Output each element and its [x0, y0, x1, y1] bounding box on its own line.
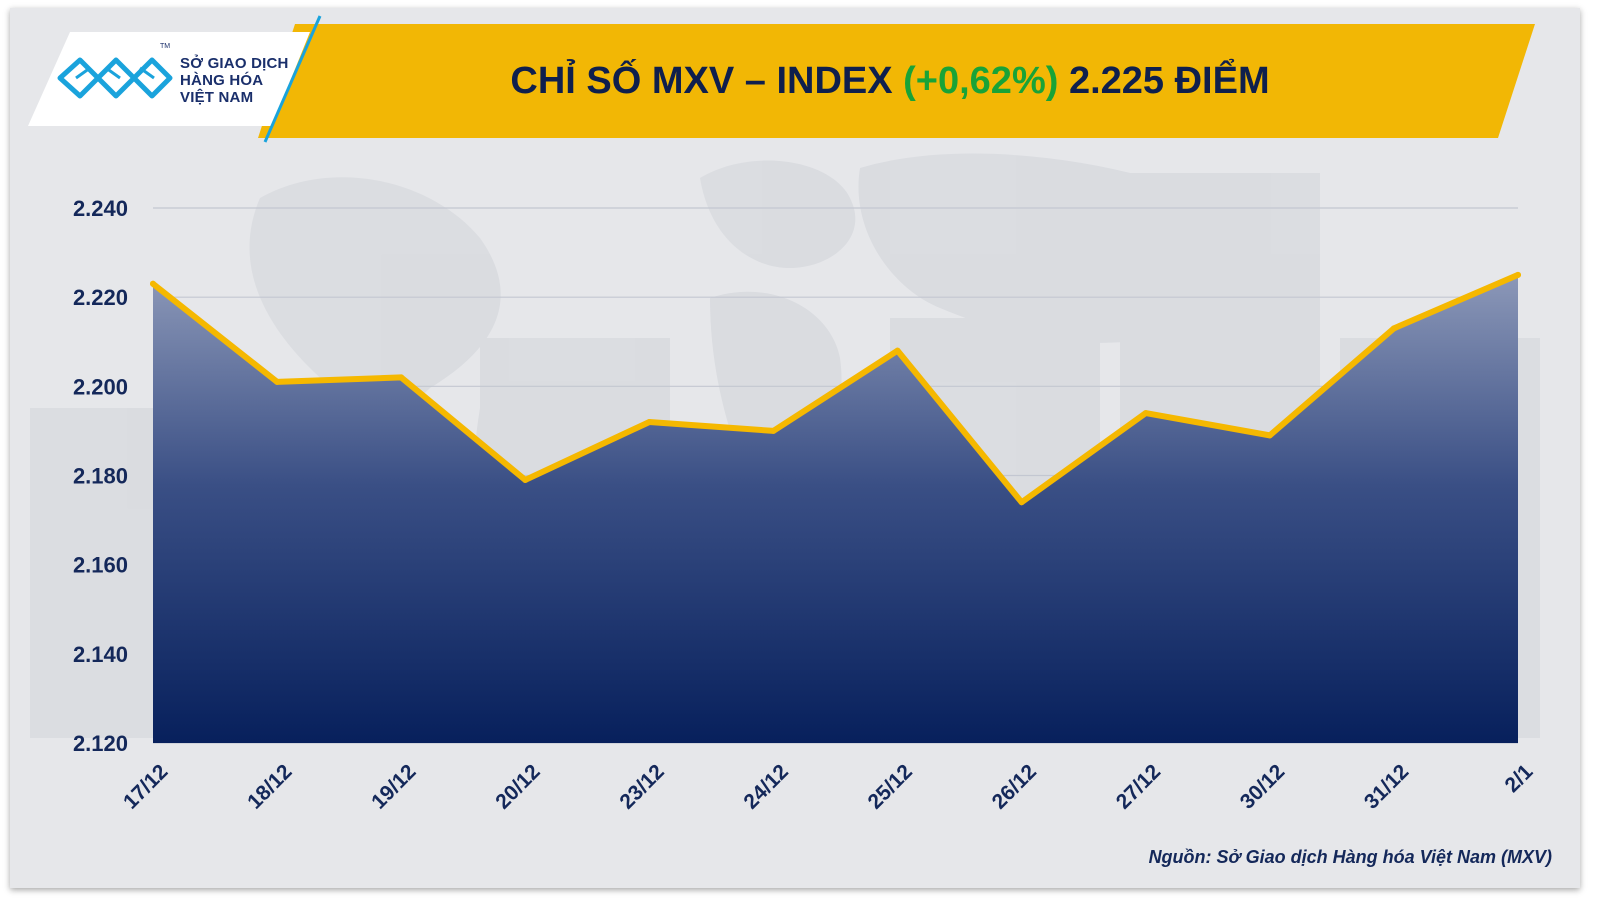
title-main: CHỈ SỐ MXV – INDEX [510, 60, 904, 102]
data-point [398, 374, 405, 381]
x-tick-label: 2/1 [1501, 760, 1538, 797]
x-tick-label: 19/12 [367, 760, 420, 813]
data-point [1266, 432, 1273, 439]
title-change-percent: (+0,62%) [903, 60, 1059, 102]
x-tick-label: 24/12 [739, 760, 792, 813]
index-line [150, 271, 1521, 506]
logo-line-3: VIỆT NAM [180, 89, 254, 106]
y-tick-label: 2.240 [73, 196, 128, 221]
x-tick-label: 27/12 [1112, 760, 1165, 813]
data-point [1142, 410, 1149, 417]
chart-frame: TM SỞ GIAO DỊCH HÀNG HÓA VIỆT NAM CHỈ SỐ… [10, 8, 1580, 888]
index-chart: 2.240 2.220 2.200 2.180 2.160 2.140 2.120 17/1… [73, 196, 1538, 814]
trademark-label: TM [160, 43, 170, 50]
y-tick-label: 2.120 [73, 731, 128, 756]
header-band: TM [28, 15, 1535, 143]
x-tick-label: 26/12 [988, 760, 1041, 813]
data-point [150, 280, 156, 287]
data-point [1390, 325, 1397, 332]
x-tick-label: 20/12 [491, 760, 544, 813]
x-tick-label: 17/12 [119, 760, 172, 813]
index-area [153, 274, 1518, 743]
logo-accent-line [263, 15, 322, 143]
chart-title: CHỈ SỐ MXV – INDEX (+0,62%) 2.225 ĐIỂM [300, 60, 1480, 103]
y-tick-label: 2.200 [73, 374, 128, 399]
y-tick-label: 2.140 [73, 642, 128, 667]
x-tick-label: 18/12 [243, 760, 296, 813]
source-note: Nguồn: Sở Giao dịch Hàng hóa Việt Nam (M… [1148, 847, 1552, 867]
data-point [1515, 271, 1521, 278]
x-tick-label: 30/12 [1236, 760, 1289, 813]
logo-line-1: SỞ GIAO DỊCH [180, 55, 289, 72]
data-point [770, 427, 777, 434]
x-tick-label: 25/12 [864, 760, 917, 813]
data-point [522, 476, 529, 483]
y-tick-label: 2.220 [73, 285, 128, 310]
y-tick-label: 2.160 [73, 553, 128, 578]
logo-wordmark: SỞ GIAO DỊCH HÀNG HÓA VIỆT NAM [180, 55, 289, 106]
title-banner [258, 24, 1535, 138]
mxv-logo-icon [57, 57, 173, 99]
y-tick-label: 2.180 [73, 464, 128, 489]
x-tick-label: 23/12 [615, 760, 668, 813]
data-point [274, 378, 281, 385]
title-value: 2.225 ĐIỂM [1058, 60, 1270, 102]
data-point [646, 419, 653, 425]
x-tick-label: 31/12 [1360, 760, 1413, 813]
data-point [894, 347, 901, 354]
data-point [1018, 499, 1025, 506]
logo-line-2: HÀNG HÓA [180, 72, 264, 89]
